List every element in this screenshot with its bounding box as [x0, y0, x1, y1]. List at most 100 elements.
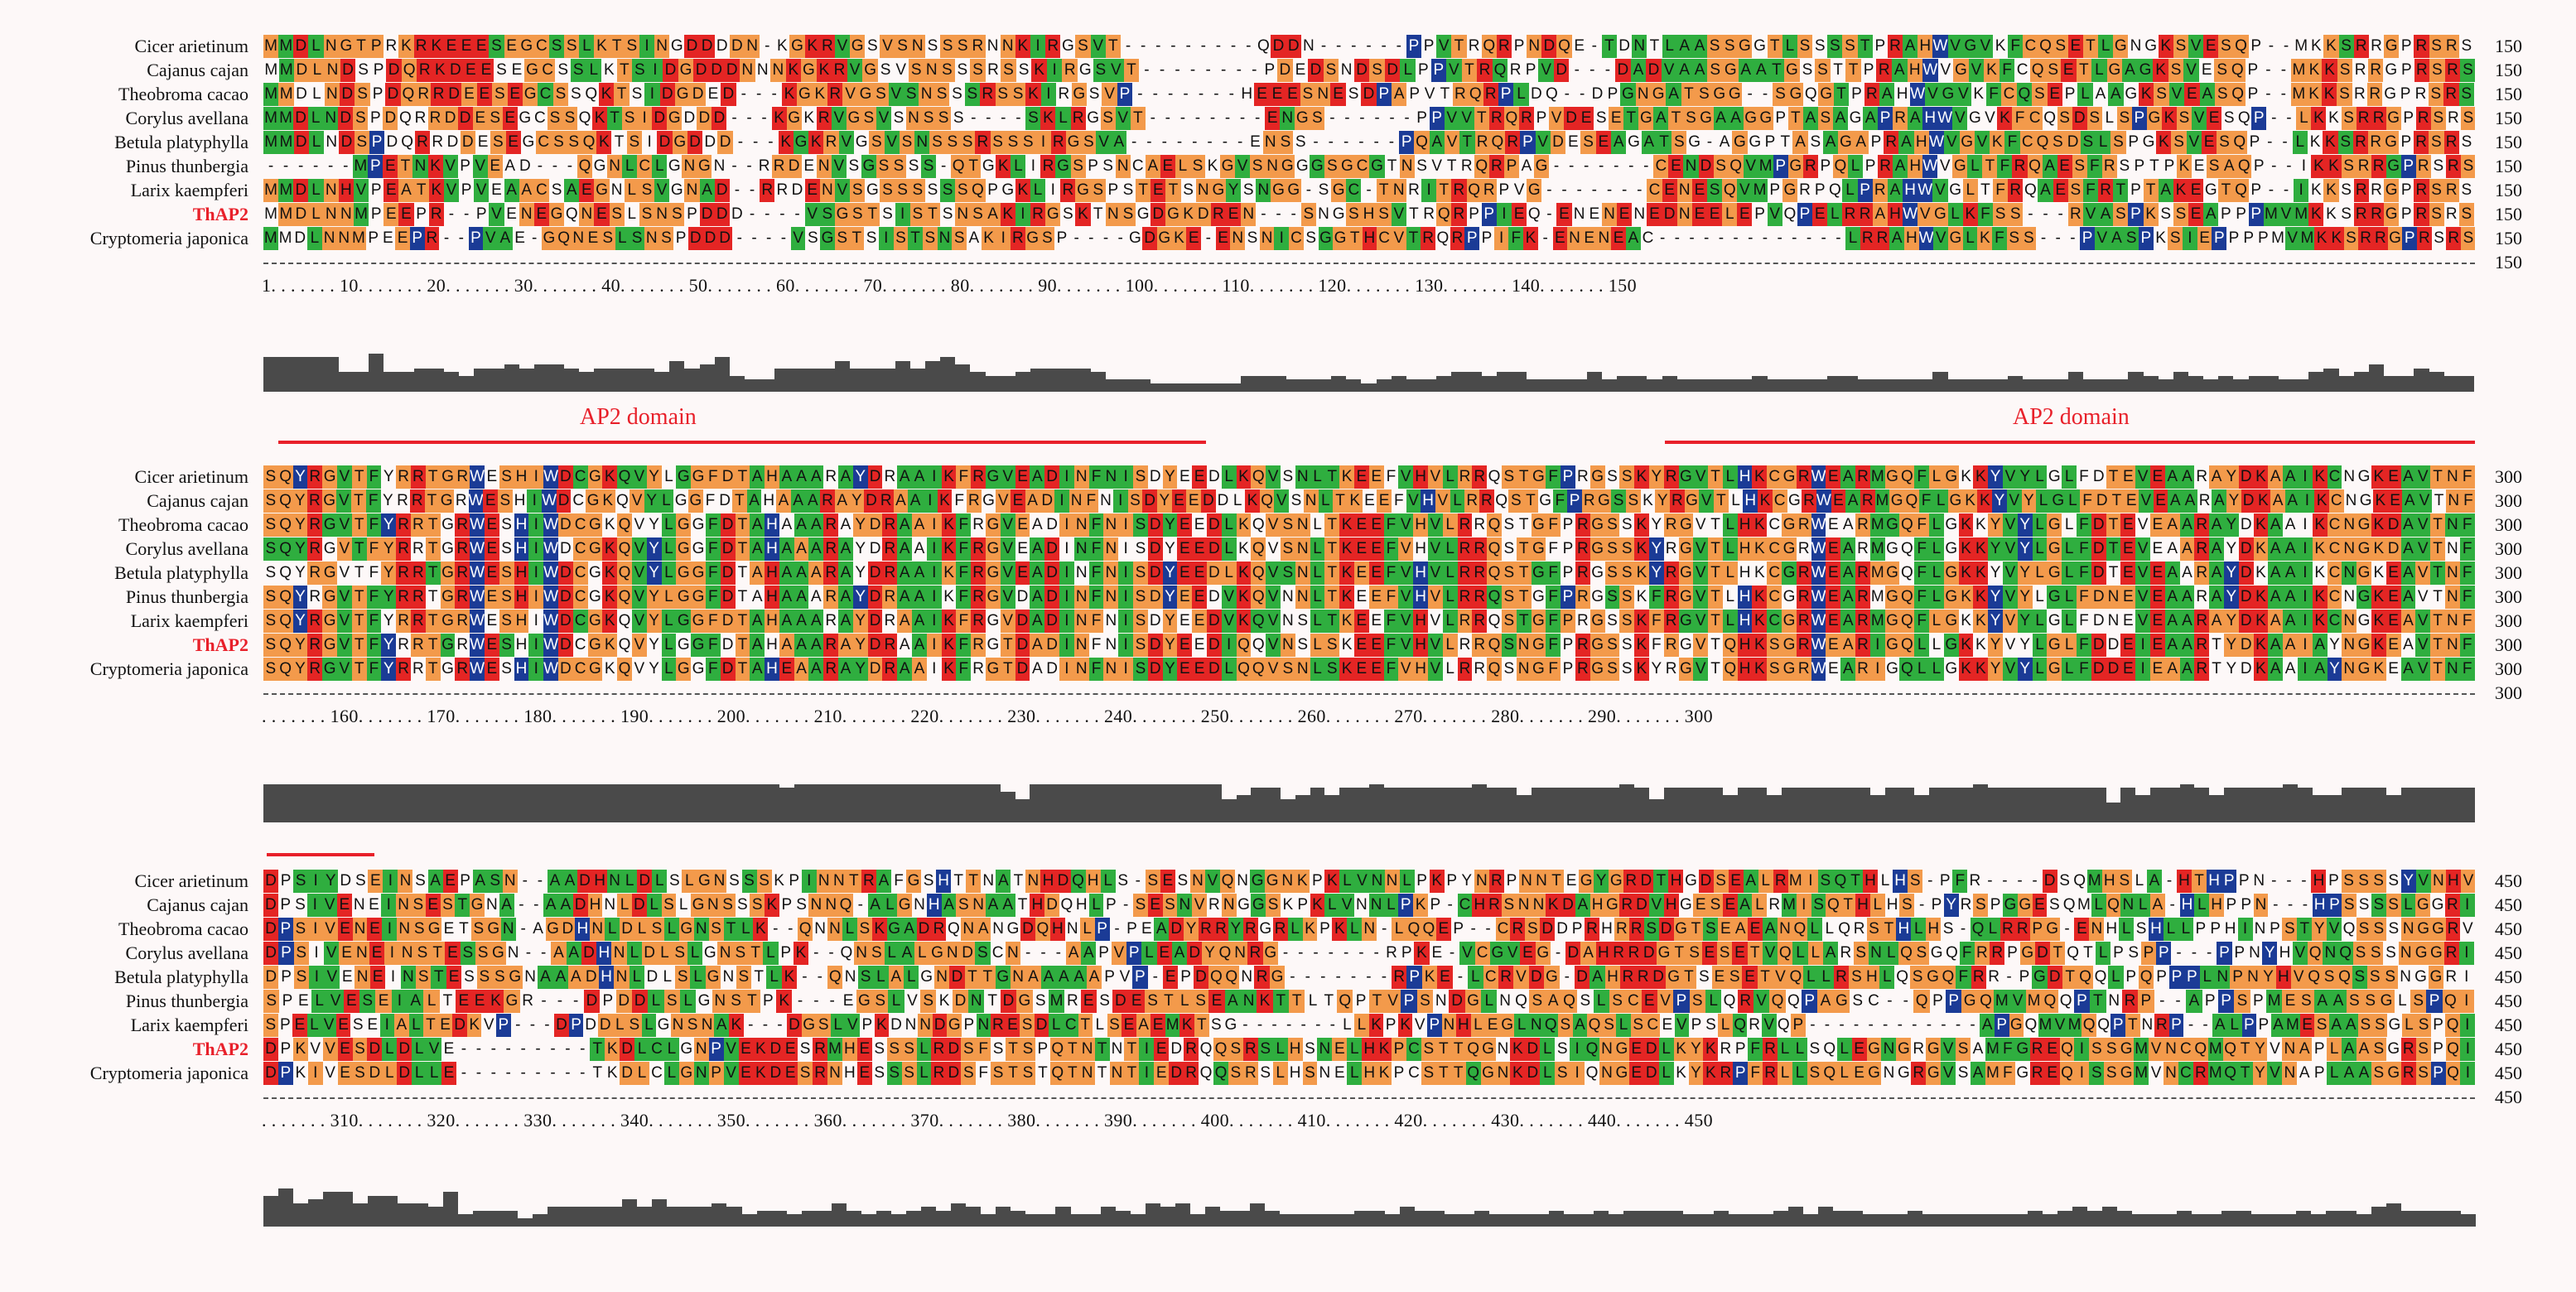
row-end-position: 300 [2495, 514, 2522, 535]
conservation-bar [2251, 1214, 2267, 1227]
conservation-bar [1533, 1214, 1550, 1227]
conservation-bar [1103, 784, 1119, 822]
conservation-bar [1487, 788, 1502, 822]
conservation-bar [1796, 788, 1811, 822]
conservation-bar [2131, 1214, 2147, 1227]
conservation-bar [712, 1203, 727, 1227]
conservation-bar [1683, 1214, 1699, 1227]
conservation-bar [1044, 784, 1060, 822]
conservation-bar [1609, 1214, 1624, 1227]
conservation-bar [2101, 1207, 2117, 1227]
species-label: Theobroma cacao [118, 514, 248, 535]
conservation-bar [1840, 788, 1856, 822]
conservation-bar [1236, 795, 1252, 822]
conservation-bar [771, 1211, 787, 1227]
conservation-bar [2327, 795, 2342, 822]
conservation-bar [2368, 364, 2385, 392]
row-end-position: 450 [2495, 918, 2522, 939]
conservation-bar [1145, 1203, 1160, 1227]
conservation-bar [1459, 1214, 1474, 1227]
conservation-bar [760, 379, 775, 392]
conservation-bar [1040, 1214, 1056, 1227]
conservation-bar [808, 784, 824, 822]
conservation-bar [2253, 788, 2269, 822]
conservation-bar [2209, 795, 2224, 822]
conservation-bar [1361, 383, 1377, 392]
conservation-bar [2218, 376, 2234, 392]
conservation-bar [425, 784, 441, 822]
conservation-bar [1693, 788, 1709, 822]
species-label: Betula platyphylla [114, 132, 248, 152]
conservation-bar [2414, 369, 2429, 392]
conservation-bar [1436, 376, 1452, 392]
consensus-dash-line [263, 1097, 2475, 1099]
conservation-bar [353, 1203, 369, 1227]
conservation-bar [459, 376, 475, 392]
conservation-bar [470, 784, 485, 822]
conservation-bar [1943, 788, 1959, 822]
row-end-position: 150 [2495, 132, 2522, 152]
conservation-bar [2460, 1214, 2476, 1227]
conservation-bar [2027, 1211, 2043, 1227]
conservation-bar [1088, 784, 1104, 822]
conservation-bar [2221, 1211, 2237, 1227]
row-end-position: 150 [2495, 156, 2522, 176]
conservation-bar [1147, 784, 1163, 822]
conservation-bar [487, 1211, 503, 1227]
row-end-position: 450 [2495, 894, 2522, 915]
species-label: Betula platyphylla [114, 967, 248, 987]
conservation-bar [1691, 379, 1707, 392]
conservation-bar [1997, 1214, 2013, 1227]
conservation-bar [912, 784, 927, 822]
conservation-bar [368, 1196, 384, 1227]
conservation-bar [1256, 376, 1271, 392]
conservation-bar [1075, 369, 1091, 392]
conservation-bar [263, 357, 279, 392]
row-end-position: 300 [2495, 466, 2522, 487]
conservation-bar [1105, 379, 1121, 392]
conservation-bar [2003, 788, 2018, 822]
conservation-bar [1310, 788, 1325, 822]
conservation-bar [2135, 795, 2150, 822]
conservation-bar [1030, 369, 1046, 392]
conservation-bar [1767, 379, 1782, 392]
conservation-bar [981, 1214, 996, 1227]
conservation-bar [1878, 1214, 1893, 1227]
conservation-bar [1546, 788, 1561, 822]
conservation-bar [1280, 1214, 1295, 1227]
conservation-bar [2203, 379, 2219, 392]
conservation-bar [1474, 1211, 1489, 1227]
conservation-bar [2128, 372, 2144, 392]
species-label: Cryptomeria japonica [89, 1063, 248, 1083]
conservation-bar [1869, 795, 1885, 822]
conservation-bar [607, 1207, 623, 1227]
conservation-bar [909, 369, 925, 392]
conservation-bar [1782, 788, 1797, 822]
conservation-bar [1713, 1211, 1729, 1227]
conservation-bar [774, 369, 790, 392]
conservation-bar [1085, 1214, 1101, 1227]
conservation-bar [1266, 788, 1281, 822]
conservation-bar [1398, 788, 1414, 822]
conservation-bar [398, 372, 414, 392]
conservation-bar [2384, 376, 2400, 392]
position-ruler: . . . . . . . 310. . . . . . . 320. . . … [262, 1110, 1713, 1130]
position-ruler: . . . . . . . 160. . . . . . . 170. . . … [262, 706, 1713, 726]
conservation-bar [1251, 788, 1266, 822]
conservation-bar [1832, 1211, 1848, 1227]
conservation-bar [1662, 376, 1677, 392]
conservation-bar [819, 369, 835, 392]
conservation-bar [1000, 792, 1015, 822]
consensus-end-position: 300 [2495, 682, 2522, 703]
conservation-bar [1847, 1211, 1864, 1227]
conservation-bar [1235, 1211, 1251, 1227]
conservation-bar [1594, 1211, 1609, 1227]
conservation-bar [1442, 788, 1458, 822]
conservation-bar [1589, 788, 1605, 822]
conservation-bar [852, 784, 868, 822]
conservation-bar [2067, 372, 2083, 392]
conservation-bar [1663, 788, 1679, 822]
